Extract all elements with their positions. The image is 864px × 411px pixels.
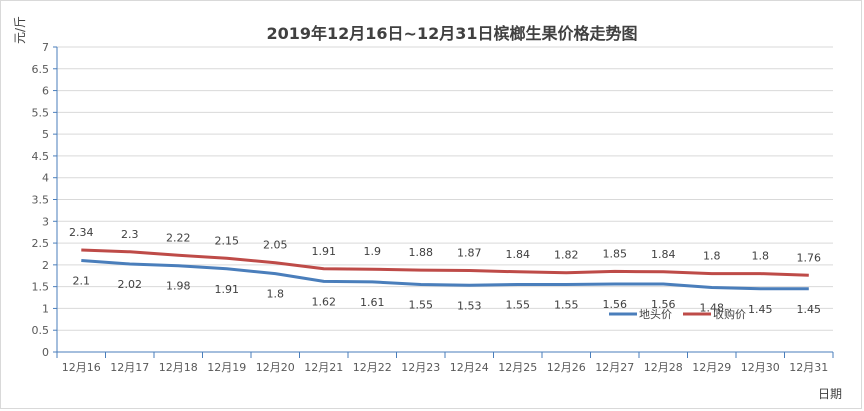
x-tick-label: 12月20: [256, 361, 295, 374]
data-label: 1.8: [752, 250, 770, 263]
x-tick-label: 12月17: [110, 361, 149, 374]
data-label: 1.56: [603, 298, 628, 311]
x-tick-label: 12月26: [547, 361, 586, 374]
y-tick-label: 3.5: [32, 194, 50, 207]
data-label: 2.15: [215, 234, 240, 247]
data-label: 2.05: [263, 239, 288, 252]
data-label: 2.22: [166, 231, 191, 244]
series-lines: [81, 248, 809, 291]
x-tick-label: 12月21: [304, 361, 343, 374]
data-label: 2.1: [73, 275, 91, 288]
y-tick-label: 5: [42, 128, 49, 141]
x-tick-label: 12月22: [353, 361, 392, 374]
y-tick-label: 2.5: [32, 237, 50, 250]
data-label: 1.82: [554, 249, 579, 262]
x-tick-label: 12月25: [498, 361, 537, 374]
data-label: 1.76: [797, 251, 822, 264]
data-label: 1.45: [748, 303, 773, 316]
data-label: 1.87: [457, 247, 482, 260]
series-line-1: [81, 248, 809, 277]
x-tick-label: 12月27: [595, 361, 634, 374]
data-label: 2.3: [121, 228, 139, 241]
y-tick-label: 2: [42, 259, 49, 272]
x-axis-title: 日期: [818, 387, 842, 401]
data-label: 1.48: [700, 302, 725, 315]
data-label: 1.53: [457, 299, 482, 312]
data-label: 1.62: [312, 295, 337, 308]
y-tick-label: 1.5: [32, 281, 50, 294]
data-label: 1.8: [703, 250, 721, 263]
axes: 0 0.5 1 1.5 2 2.5 3 3.5 4 4.5 5 5.5 6 6.5 7 12月16 12月17 1…: [32, 41, 834, 374]
series-line-0: [81, 259, 809, 291]
x-tick-label: 12月30: [741, 361, 780, 374]
data-label: 1.91: [215, 283, 240, 296]
y-tick-label: 0.5: [32, 324, 50, 337]
legend-label-1: 收购价: [713, 307, 746, 321]
x-tick-label: 12月28: [644, 361, 683, 374]
x-tick-label: 12月29: [692, 361, 731, 374]
y-tick-label: 4: [42, 172, 49, 185]
data-label: 1.84: [651, 248, 676, 261]
data-label: 1.55: [506, 298, 531, 311]
legend: 地头价 收购价: [609, 307, 746, 321]
data-label: 2.02: [118, 278, 143, 291]
y-tick-label: 0: [42, 346, 49, 359]
y-tick-label: 7: [42, 41, 49, 54]
data-label: 1.98: [166, 280, 191, 293]
data-label: 1.56: [651, 298, 676, 311]
data-label: 2.34: [69, 226, 94, 239]
y-axis-title: 元/斤: [13, 16, 27, 44]
x-tick-label: 12月24: [450, 361, 489, 374]
data-label: 1.61: [360, 296, 385, 309]
y-tick-label: 5.5: [32, 106, 50, 119]
data-label: 1.84: [506, 248, 531, 261]
legend-label-0: 地头价: [639, 308, 672, 321]
data-label: 1.55: [554, 298, 579, 311]
x-tick-label: 12月19: [207, 361, 246, 374]
x-tick-label: 12月31: [789, 361, 828, 374]
y-tick-label: 6: [42, 85, 49, 98]
data-label: 1.85: [603, 247, 628, 260]
data-label: 1.55: [409, 298, 434, 311]
y-tick-label: 3: [42, 215, 49, 228]
data-label: 1.88: [409, 246, 434, 259]
y-tick-label: 1: [42, 302, 49, 315]
data-label: 1.9: [364, 245, 382, 258]
data-labels: 2.1 2.02 1.98 1.91 1.8 1.62 1.61 1.55 1.53 1.55 1.…: [69, 226, 821, 316]
data-label: 1.45: [797, 303, 822, 316]
data-label: 1.8: [267, 288, 285, 301]
x-tick-label: 12月18: [159, 361, 198, 374]
y-tick-label: 4.5: [32, 150, 50, 163]
y-tick-label: 6.5: [32, 63, 50, 76]
data-label: 1.91: [312, 245, 337, 258]
x-tick-label: 12月23: [401, 361, 440, 374]
x-tick-label: 12月16: [62, 361, 101, 374]
chart-title: 2019年12月16日~12月31日槟榔生果价格走势图: [266, 24, 637, 43]
